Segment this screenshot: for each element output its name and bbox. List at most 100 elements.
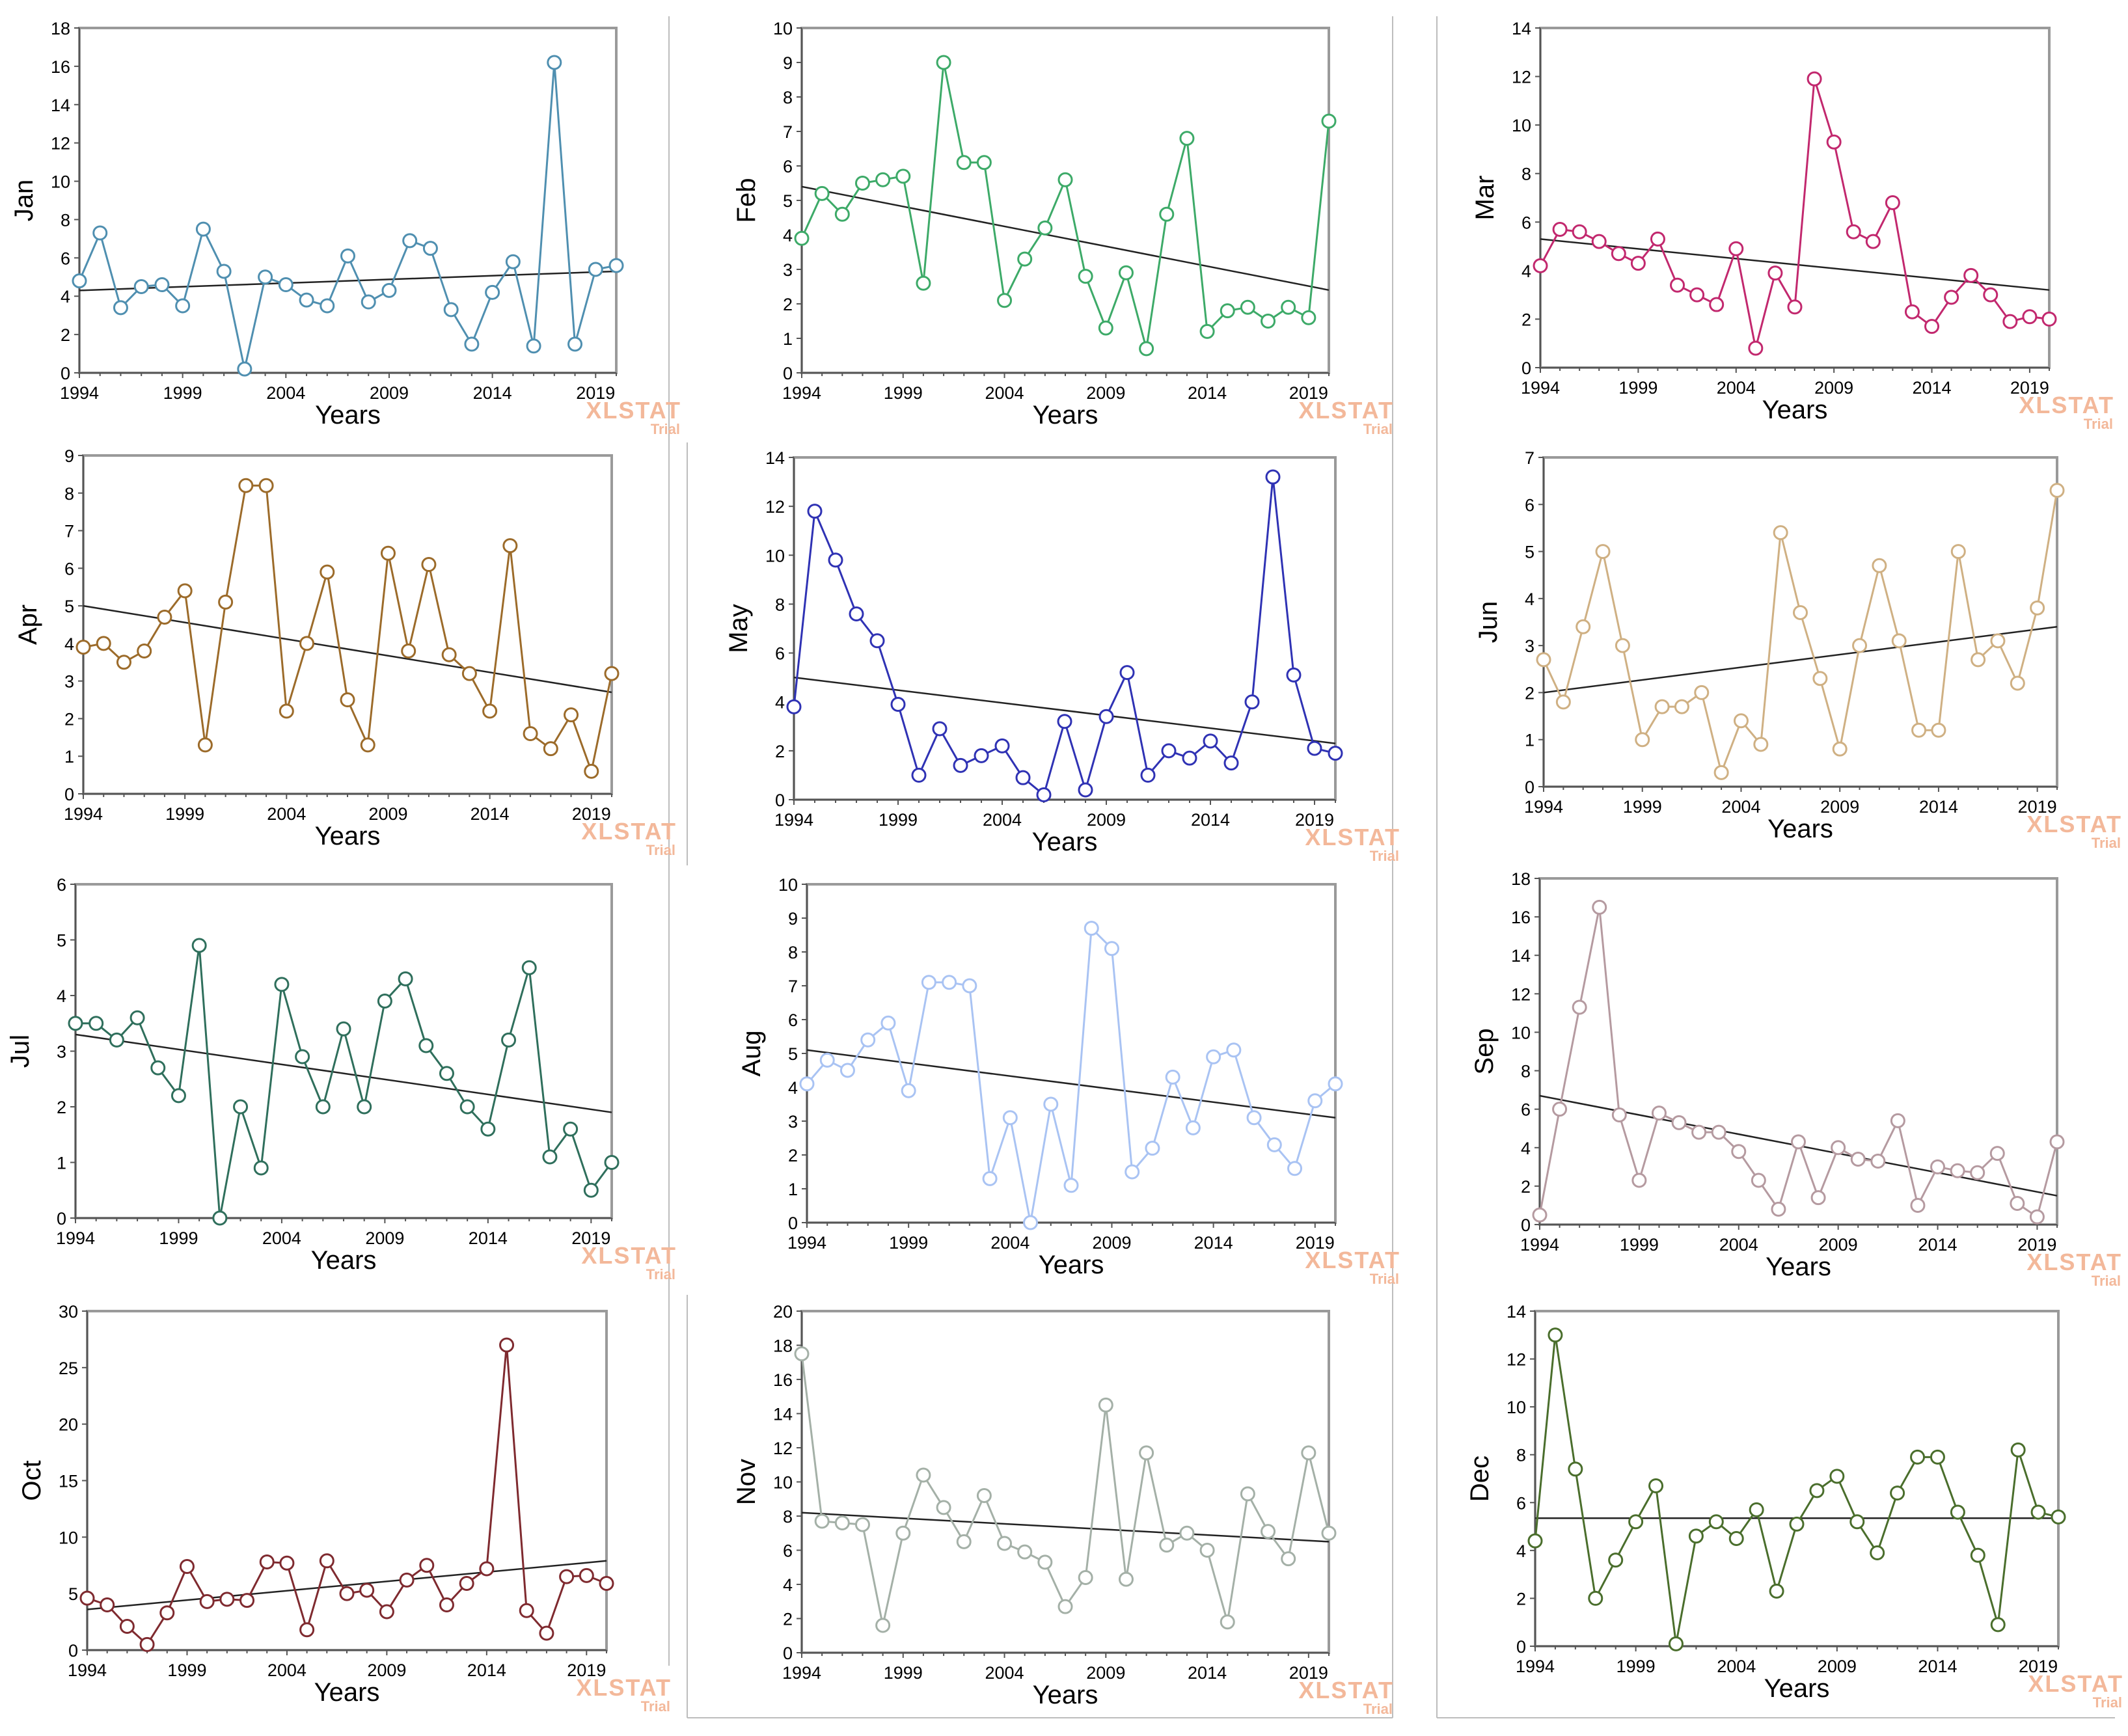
y-tick-label: 4	[1521, 262, 1531, 281]
data-point	[1852, 638, 1868, 653]
data-point	[547, 55, 562, 70]
data-point	[2010, 1442, 2026, 1458]
data-point	[1950, 1504, 1965, 1520]
data-point	[419, 1558, 435, 1573]
data-point	[464, 336, 480, 352]
y-tick-label: 10	[1507, 1398, 1526, 1417]
data-point	[1865, 234, 1881, 249]
y-tick-label: 14	[1512, 19, 1531, 38]
data-point	[139, 1636, 155, 1652]
data-point	[380, 545, 396, 561]
x-axis-title: Years	[1039, 1251, 1104, 1279]
data-point	[1119, 665, 1135, 681]
x-tick-label: 1999	[884, 1663, 923, 1683]
data-point	[1748, 340, 1764, 356]
x-tick-label: 2019	[2018, 797, 2057, 817]
data-point	[1728, 241, 1744, 256]
data-point	[1829, 1469, 1845, 1484]
data-point	[501, 1032, 517, 1048]
data-point	[911, 767, 927, 783]
series-line	[75, 945, 613, 1219]
y-tick-label: 8	[64, 484, 74, 504]
data-point	[1950, 544, 1966, 560]
data-point	[299, 292, 314, 308]
data-point	[1023, 1215, 1039, 1230]
data-point	[197, 737, 213, 753]
data-point	[539, 1625, 554, 1641]
data-point	[505, 254, 521, 269]
x-tick-label: 1994	[787, 1233, 826, 1253]
data-point	[1078, 1570, 1093, 1585]
x-tick-label: 1999	[165, 804, 204, 824]
data-point	[599, 1576, 614, 1592]
data-point	[1812, 671, 1828, 686]
data-point	[459, 1576, 474, 1592]
x-tick-label: 2004	[985, 1663, 1024, 1683]
chart-oct: 0 5 10 15 20 25 30 1994 1999 2004 2009 2014 2019 Year…	[18, 1302, 670, 1715]
data-point	[258, 269, 273, 285]
x-axis-title: Years	[1032, 828, 1098, 856]
y-tick-label: 4	[61, 287, 70, 306]
y-tick-label: 6	[1521, 1100, 1531, 1120]
data-point	[398, 971, 413, 986]
data-point	[1787, 299, 1803, 315]
data-point	[563, 1121, 579, 1137]
data-point	[1767, 265, 1783, 281]
y-tick-label: 14	[765, 448, 785, 468]
data-point	[421, 557, 437, 573]
data-point	[956, 1534, 972, 1549]
data-point	[1588, 1590, 1603, 1606]
data-point	[2051, 1509, 2066, 1525]
data-point	[1924, 319, 1940, 334]
y-tick-label: 0	[68, 1641, 78, 1661]
y-tick-label: 16	[1511, 908, 1531, 927]
x-tick-label: 2019	[576, 383, 615, 403]
data-point	[1691, 1124, 1707, 1140]
x-tick-label: 1999	[163, 383, 202, 403]
data-point	[834, 1515, 850, 1530]
data-point	[502, 538, 518, 554]
data-point	[1165, 1069, 1180, 1085]
chart-apr: 0 1 2 3 4 5 6 7 8 9 1994 1999 2004 2009 2014 2019 Years A…	[14, 446, 675, 858]
data-point	[439, 1597, 454, 1613]
y-tick-label: 9	[783, 53, 793, 73]
y-tick-label: 4	[57, 986, 66, 1006]
y-tick-label: 4	[1516, 1541, 1526, 1561]
data-point	[1185, 1120, 1201, 1135]
data-point	[1651, 1105, 1667, 1121]
data-point	[109, 1032, 124, 1048]
data-point	[1281, 299, 1296, 315]
y-tick-label: 5	[788, 1044, 798, 1064]
x-tick-label: 2009	[368, 804, 407, 824]
y-tick-label: 0	[775, 791, 785, 810]
x-axis-title: Years	[1033, 1681, 1098, 1709]
x-axis-title: Years	[1764, 1674, 1830, 1703]
chart-may: 0 2 4 6 8 10 12 14 1994 1999 2004 2009 2014 2019 Years…	[724, 448, 1399, 864]
xlstat-watermark: XLSTAT	[1298, 397, 1394, 424]
data-point	[68, 1016, 83, 1031]
x-tick-label: 1994	[782, 1663, 821, 1683]
data-point	[1709, 297, 1725, 312]
data-point	[1078, 782, 1093, 798]
x-tick-label: 2004	[983, 810, 1022, 830]
y-tick-label: 3	[788, 1112, 798, 1132]
x-tick-label: 1994	[774, 810, 813, 830]
y-tick-label: 30	[59, 1302, 78, 1322]
data-point	[1037, 220, 1053, 236]
data-point	[279, 1555, 295, 1571]
data-point	[982, 1171, 998, 1186]
data-point	[439, 1066, 454, 1081]
data-point	[1145, 1141, 1160, 1156]
y-tick-label: 3	[57, 1042, 66, 1062]
data-point	[441, 647, 457, 662]
data-point	[1611, 246, 1626, 262]
y-tick-label: 16	[773, 1370, 793, 1390]
x-tick-label: 1994	[1516, 1657, 1555, 1676]
data-point	[218, 594, 234, 610]
data-point	[1591, 234, 1607, 249]
data-point	[839, 1063, 855, 1078]
y-tick-label: 2	[57, 1098, 66, 1117]
data-point	[461, 666, 477, 681]
x-tick-label: 2004	[267, 804, 306, 824]
y-tick-label: 3	[1525, 636, 1535, 656]
